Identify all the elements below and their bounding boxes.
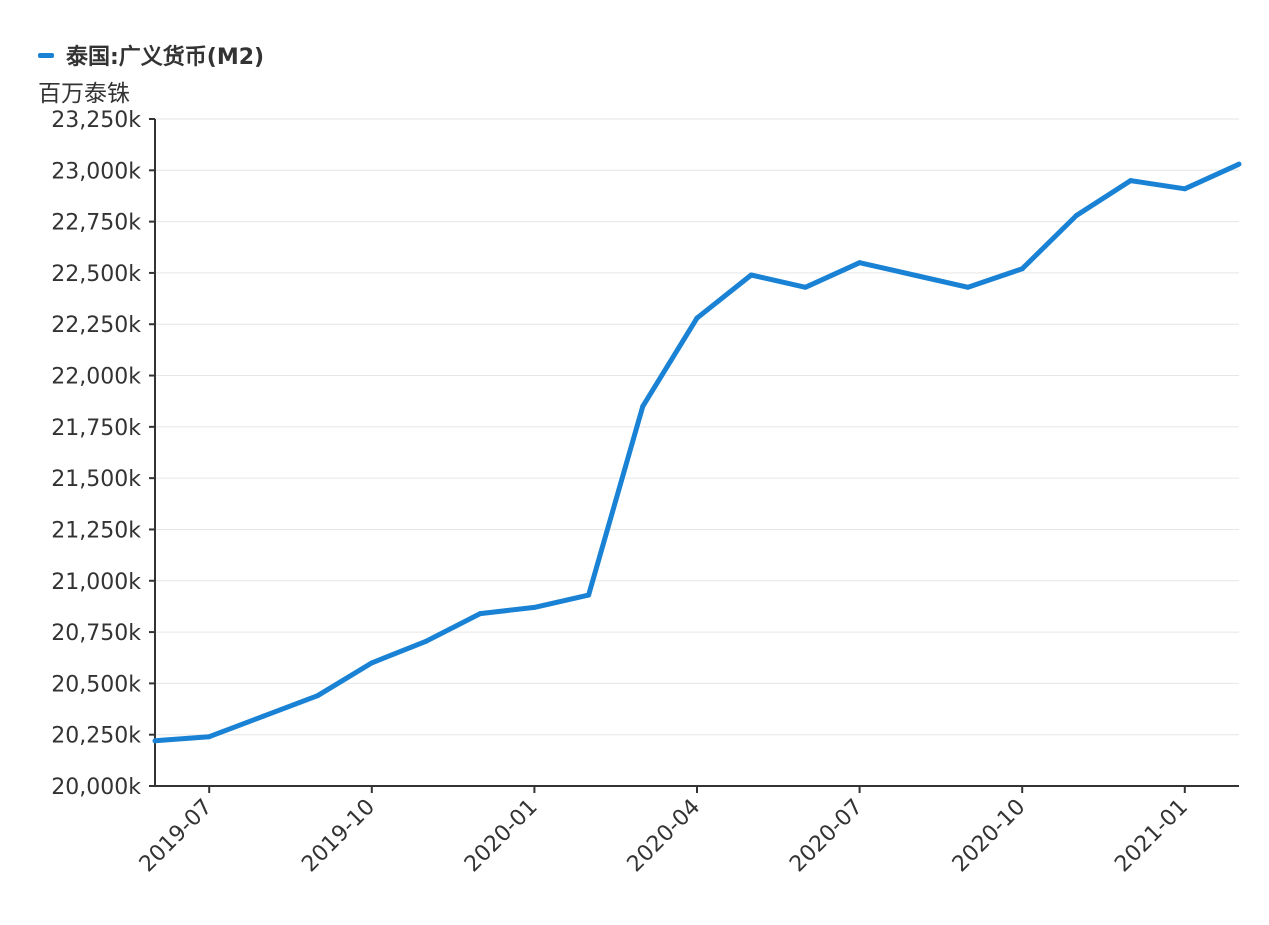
y-tick-label: 21,750k [51, 416, 141, 441]
data-point [640, 403, 646, 409]
legend: 泰国:广义货币(M2) [38, 40, 264, 70]
data-point [423, 638, 429, 644]
y-tick-label: 21,250k [51, 518, 141, 543]
data-point [1073, 212, 1079, 218]
data-point [206, 734, 212, 740]
y-tick-label: 20,500k [51, 672, 141, 697]
y-tick-label: 20,250k [51, 724, 141, 749]
x-tick-label: 2019-07 [135, 795, 218, 878]
y-axis: 20,000k 20,250k 20,500k 20,750k 21,000k 21,25… [51, 108, 156, 800]
x-tick-label: 2020-04 [623, 795, 706, 878]
x-axis: 2019-07 2019-10 2020-01 2020-04 2020-07 2020-… [135, 785, 1239, 878]
y-tick-label: 21,500k [51, 467, 141, 492]
data-point [152, 738, 158, 744]
y-tick-label: 20,750k [51, 621, 141, 646]
data-point [694, 315, 700, 321]
data-point [1019, 266, 1025, 272]
legend-swatch [38, 52, 54, 58]
y-tick-label: 22,000k [51, 365, 141, 390]
y-tick-label: 21,000k [51, 570, 141, 595]
legend-label: 泰国:广义货币(M2) [66, 45, 265, 70]
data-point [857, 260, 863, 266]
data-point [965, 284, 971, 290]
y-tick-label: 20,000k [51, 775, 141, 800]
x-tick-label: 2020-10 [948, 795, 1031, 878]
x-tick-label: 2020-01 [460, 795, 543, 878]
data-point [748, 272, 754, 278]
data-point [586, 592, 592, 598]
y-tick-label: 22,750k [51, 211, 141, 236]
gridlines [155, 118, 1239, 736]
series-line [154, 161, 1241, 744]
y-tick-label: 23,000k [51, 159, 141, 184]
x-tick-label: 2021-01 [1110, 795, 1193, 878]
data-point [802, 284, 808, 290]
series-group [152, 161, 1242, 744]
y-tick-label: 22,250k [51, 313, 141, 338]
data-point [911, 272, 917, 278]
data-point [1182, 186, 1188, 192]
data-point [369, 660, 375, 666]
data-point [531, 604, 537, 610]
y-tick-label: 22,500k [51, 262, 141, 287]
data-point [477, 611, 483, 617]
data-point [1128, 178, 1134, 184]
y-tick-label: 23,250k [51, 108, 141, 133]
x-tick-label: 2019-10 [297, 795, 380, 878]
x-tick-label: 2020-07 [785, 795, 868, 878]
y-axis-unit-label: 百万泰铢 [38, 81, 130, 107]
data-point [1236, 161, 1242, 167]
data-point [260, 713, 266, 719]
data-point [315, 693, 321, 699]
